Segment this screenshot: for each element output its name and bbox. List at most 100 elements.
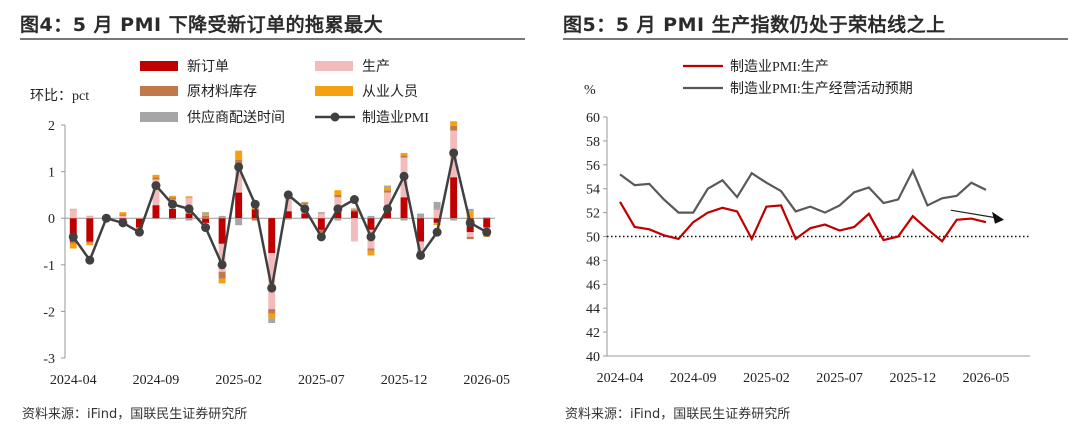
bar-0-2025-05 [284,211,292,219]
y-tick-label: 42 [586,326,600,341]
y-tick-label: 60 [586,111,600,126]
bar-3-2025-01 [218,278,226,284]
y-tick-label: 56 [586,159,600,174]
bar-3-2024-09 [152,174,160,178]
y-axis-label: 环比：pct [30,88,89,104]
bar-4-2025-11 [384,185,391,188]
x-tick-label: 2025-02 [743,371,790,386]
bar-0-2024-11 [185,213,193,219]
right-title-rule [563,38,1068,40]
x-tick-label: 2025-07 [298,373,345,388]
bar-0-2025-01 [218,218,226,244]
pmi-point-2025-05 [283,190,293,200]
bar-3-2026-04 [466,211,474,219]
pmi-point-2024-07 [118,218,128,228]
bar-3-2025-02 [235,150,243,160]
x-tick-label: 2026-05 [463,373,510,388]
x-tick-label: 2025-07 [816,371,863,386]
pmi-point-2024-09 [151,181,161,191]
bar-0-2024-10 [169,208,176,219]
bar-1-2025-11 [384,192,391,207]
bar-4-2026-03 [450,218,458,221]
legend-swatch-1 [315,61,353,71]
left-chart-title: 图4：5 月 PMI 下降受新订单的拖累最大 [20,14,384,36]
legend-label-2: 原材料库存 [187,84,257,100]
bar-3-2025-10 [367,250,375,256]
legend-marker-pmi [330,112,340,122]
bar-3-2024-04 [69,243,77,249]
bar-1-2024-04 [69,208,77,219]
bar-2-2026-04 [466,236,474,240]
pmi-point-2025-06 [300,204,310,214]
y-tick-label: 50 [586,231,600,246]
bar-4-2025-09 [350,208,358,209]
x-tick-label: 2024-04 [50,373,97,388]
bar-3-2024-07 [119,212,127,215]
trend-arrow-head [992,211,1004,224]
pmi-point-2025-11 [383,204,392,214]
bar-4-2025-07 [317,212,325,214]
pmi-point-2025-10 [366,232,376,242]
bar-0-2026-05 [483,218,491,228]
pmi-point-2026-01 [416,250,426,260]
bar-4-2024-04 [69,208,77,210]
bar-0-2024-12 [202,218,210,223]
series-line-1 [619,168,987,214]
pmi-point-2026-02 [432,227,442,237]
bar-3-2024-05 [86,242,94,246]
bar-2-2025-01 [218,271,226,279]
pmi-point-2024-11 [184,204,194,214]
bar-4-2024-09 [152,218,160,220]
y-tick-label: 0 [48,212,55,227]
legend-swatch-3 [315,86,353,96]
bar-0-2024-09 [152,205,160,219]
bar-4-2025-06 [301,201,309,203]
bar-2-2024-11 [185,197,193,198]
bar-3-2025-11 [384,187,391,191]
y-tick-label: -3 [43,352,55,367]
bar-0-2025-07 [317,218,325,230]
y-tick-label: 46 [586,278,600,293]
bar-2-2025-02 [235,159,243,165]
bar-4-2025-01 [218,215,226,219]
bar-0-2025-03 [251,208,259,219]
x-tick-label: 2024-09 [670,371,717,386]
pmi-point-2025-03 [250,199,260,209]
bar-0-2025-08 [334,208,342,219]
pmi-point-2025-09 [349,195,359,205]
bar-3-2024-11 [185,196,193,198]
bar-0-2024-04 [69,218,77,242]
pmi-point-2026-03 [449,148,459,158]
bar-2-2025-10 [367,248,375,251]
bar-4-2025-04 [268,318,276,324]
bar-1-2025-02 [235,164,243,193]
legend-label-0: 新订单 [187,59,229,75]
left-title-rule [20,38,525,40]
legend-label-4: 供应商配送时间 [187,109,285,126]
bar-1-2025-05 [284,194,292,212]
bar-2-2026-02 [433,208,441,210]
bar-2-2025-03 [251,218,259,221]
bar-2-2025-07 [317,229,325,233]
bar-3-2025-04 [268,313,276,319]
bar-4-2026-02 [433,201,441,209]
pmi-line [72,152,488,289]
y-tick-label: 58 [586,135,600,150]
y-tick-label: 40 [586,350,600,365]
legend-label-1: 制造业PMI:生产经营活动预期 [730,81,913,97]
bar-2-2025-11 [384,190,391,193]
bar-3-2024-10 [169,195,176,198]
bar-1-2025-09 [350,218,358,242]
bar-3-2025-09 [350,208,358,210]
y-tick-label: 1 [48,166,55,181]
bar-0-2026-02 [433,218,441,223]
pmi-point-2024-10 [168,199,177,209]
pmi-point-2024-12 [201,223,211,233]
legend-swatch-4 [140,112,178,122]
pmi-point-2025-04 [267,283,277,293]
y-tick-label: -1 [43,259,55,274]
legend-label-0: 制造业PMI:生产 [730,59,829,75]
bar-0-2024-05 [86,218,94,242]
